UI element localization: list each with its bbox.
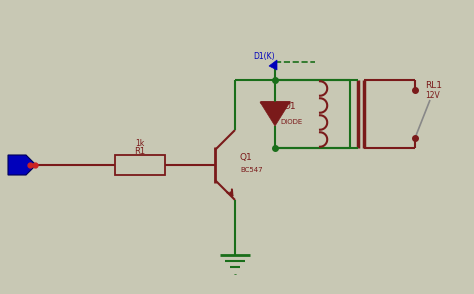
Text: DIODE: DIODE xyxy=(280,119,302,125)
Text: BC547: BC547 xyxy=(240,167,263,173)
Bar xyxy=(115,155,165,175)
Text: D1(K): D1(K) xyxy=(253,51,274,61)
Text: -: - xyxy=(234,270,237,280)
Text: Q1: Q1 xyxy=(240,153,253,161)
Polygon shape xyxy=(260,102,290,126)
Text: 12V: 12V xyxy=(425,91,440,99)
Text: R1: R1 xyxy=(135,146,146,156)
Polygon shape xyxy=(8,155,36,175)
Text: D1: D1 xyxy=(283,101,296,111)
Text: RL1: RL1 xyxy=(425,81,442,89)
Text: 1k: 1k xyxy=(136,138,145,148)
Polygon shape xyxy=(269,60,277,70)
Text: 0: 0 xyxy=(14,160,20,170)
